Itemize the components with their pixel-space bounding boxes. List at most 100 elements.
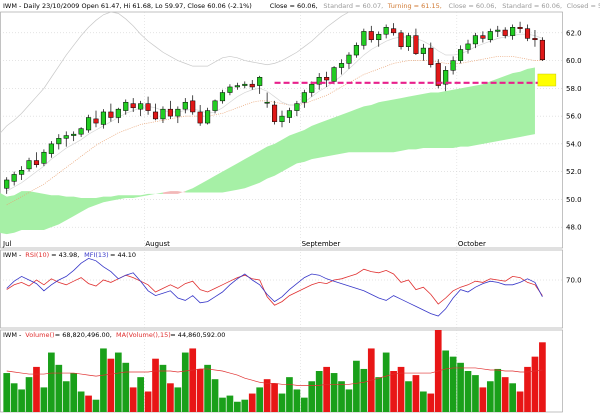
cloud-bullish xyxy=(0,191,163,235)
volume-bar-up xyxy=(226,395,234,412)
volume-legend-part: = 44,860,592.00 xyxy=(170,331,225,339)
candle-down xyxy=(391,28,397,34)
volume-bar-up xyxy=(464,371,472,412)
candle-up xyxy=(458,49,464,61)
candle-up xyxy=(78,128,84,135)
candle-up xyxy=(48,143,54,154)
volume-bar-up xyxy=(509,383,516,412)
price-tick-label: 52.0 xyxy=(566,168,582,176)
candle-up xyxy=(361,31,367,46)
volume-bar-up xyxy=(375,377,383,412)
candle-down xyxy=(517,27,523,29)
candle-up xyxy=(41,151,47,164)
volume-bar-up xyxy=(338,381,345,412)
volume-bar-up xyxy=(256,387,264,412)
volume-bar-down xyxy=(397,366,405,412)
volume-bar-up xyxy=(360,368,368,412)
price-tick-label: 62.0 xyxy=(566,29,582,37)
volume-bar-down xyxy=(144,391,152,412)
candle-up xyxy=(420,47,426,54)
osc-line-rsi-10- xyxy=(6,268,543,306)
candle-up xyxy=(353,45,359,56)
osc-legend-part: MFI(13) xyxy=(84,251,109,259)
candle-up xyxy=(115,108,121,118)
volume-bar-up xyxy=(55,364,63,412)
month-label: October xyxy=(458,240,486,248)
candle-up xyxy=(487,31,493,41)
candle-down xyxy=(435,63,441,86)
volume-legend-part: MA(Volume(),15) xyxy=(116,331,171,339)
candle-up xyxy=(465,43,471,50)
chikou-line xyxy=(0,11,350,134)
candle-down xyxy=(167,108,173,117)
cloud-bearish xyxy=(162,191,186,194)
volume-bar-up xyxy=(308,381,316,412)
volume-bar-up xyxy=(137,377,144,412)
volume-bar-up xyxy=(159,364,167,412)
volume-bar-down xyxy=(196,368,204,412)
cloud-bullish xyxy=(185,67,535,193)
volume-bar-down xyxy=(323,366,330,412)
candle-up xyxy=(56,138,62,145)
volume-bar-up xyxy=(18,389,25,412)
candle-down xyxy=(33,160,40,165)
volume-bar-down xyxy=(501,377,509,412)
volume-bar-down xyxy=(248,393,256,412)
volume-bar-down xyxy=(263,379,271,412)
volume-bar-up xyxy=(100,348,107,412)
candle-up xyxy=(301,92,307,103)
candle-up xyxy=(338,63,345,68)
volume-bar-up xyxy=(315,371,323,412)
candle-up xyxy=(100,111,106,125)
osc-legend-part: RSI(10) xyxy=(25,251,49,259)
volume-bar-up xyxy=(77,391,85,412)
candle-down xyxy=(249,83,255,88)
candle-up xyxy=(4,179,10,189)
candle-down xyxy=(190,100,196,113)
volume-bar-down xyxy=(85,395,92,412)
volume-bar-down xyxy=(539,342,546,412)
candle-down xyxy=(480,35,486,39)
month-label: September xyxy=(302,240,341,248)
volume-bar-up xyxy=(442,350,450,412)
volume-bar-up xyxy=(92,399,100,412)
volume-bar-up xyxy=(405,381,412,412)
candle-up xyxy=(346,54,352,64)
candle-down xyxy=(197,111,203,124)
volume-bar-up xyxy=(420,391,427,412)
month-label: August xyxy=(145,240,170,248)
candle-down xyxy=(413,35,419,54)
tenkan-line xyxy=(6,33,543,192)
volume-bar-up xyxy=(449,356,457,412)
volume-bar-down xyxy=(524,366,531,412)
candle-up xyxy=(331,67,337,82)
volume-bar-down xyxy=(427,393,435,412)
osc-legend-part: = 44.10 xyxy=(110,251,136,259)
price-tick-label: 54.0 xyxy=(566,140,582,148)
candle-up xyxy=(405,35,412,47)
price-tick-label: 50.0 xyxy=(566,196,582,204)
candle-up xyxy=(123,101,129,111)
price-header-part: Standard = 60.07, xyxy=(323,2,383,10)
volume-bar-up xyxy=(114,352,122,412)
candle-up xyxy=(383,27,389,35)
price-panel-frame xyxy=(0,11,563,249)
volume-bar-down xyxy=(516,391,524,412)
candle-up xyxy=(316,76,322,85)
volume-bar-down xyxy=(479,387,487,412)
candle-down xyxy=(108,111,114,118)
month-label: Jul xyxy=(2,240,12,248)
candle-up xyxy=(11,174,17,182)
volume-bar-down xyxy=(33,366,40,412)
oscillator-panel-frame xyxy=(0,249,563,329)
price-tick-label: 60.0 xyxy=(566,57,582,65)
highlight-box xyxy=(537,73,557,87)
volume-bar-up xyxy=(382,352,390,412)
candle-up xyxy=(286,110,292,118)
osc-legend-part: = 43.98, xyxy=(51,251,79,259)
volume-bar-down xyxy=(390,371,397,412)
candle-up xyxy=(182,101,188,110)
candle-up xyxy=(26,160,32,170)
volume-bar-up xyxy=(330,373,338,412)
